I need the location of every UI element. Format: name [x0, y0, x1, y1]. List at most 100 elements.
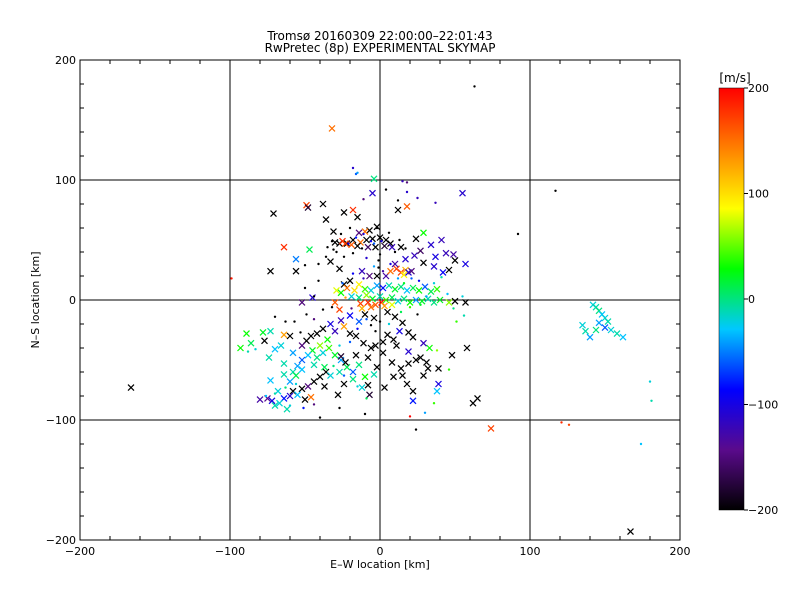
data-point-dot — [351, 252, 355, 255]
data-point-dot — [408, 306, 412, 309]
data-point-cross — [298, 298, 306, 306]
data-point-dot — [396, 199, 400, 202]
data-point-cross — [412, 235, 420, 243]
chart-subtitle: RwPretec (8p) EXPERIMENTAL SKYMAP — [265, 41, 496, 55]
data-point-cross — [409, 397, 417, 405]
data-point-cross — [438, 236, 445, 244]
data-point-cross — [337, 289, 345, 297]
data-point-cross — [420, 372, 427, 380]
data-point-cross — [405, 348, 412, 356]
data-point-dot — [356, 385, 359, 388]
data-point-cross — [366, 272, 373, 280]
colorbar-tick-label: 100 — [748, 188, 769, 201]
data-point-cross — [406, 298, 414, 306]
data-point-cross — [313, 330, 321, 338]
data-point-cross — [439, 268, 447, 276]
colorbar-tick-label: −200 — [748, 504, 778, 517]
data-point-cross — [394, 297, 402, 305]
data-point-cross — [316, 342, 324, 350]
data-point-dot — [369, 324, 373, 327]
data-point-cross — [271, 402, 279, 410]
data-point-cross — [348, 292, 355, 300]
data-point-dot — [369, 240, 373, 243]
grid-lines — [80, 60, 680, 540]
y-axis-label: N–S location [km] — [29, 251, 42, 348]
data-point-dot — [356, 327, 359, 330]
data-point-cross — [442, 249, 450, 257]
data-point-dot — [432, 402, 436, 405]
x-axis-label: E–W location [km] — [330, 558, 430, 571]
data-point-cross — [420, 259, 427, 267]
data-point-cross — [286, 392, 294, 400]
data-point-dot — [230, 277, 233, 280]
data-point-cross — [307, 393, 315, 401]
data-point-dot — [402, 282, 406, 285]
data-point-cross — [582, 327, 589, 335]
data-point-cross — [448, 351, 456, 359]
data-point-cross — [280, 370, 288, 378]
data-point-dot — [419, 303, 422, 306]
data-point-cross — [388, 294, 396, 302]
data-point-cross — [613, 330, 621, 338]
data-point-cross — [304, 351, 312, 359]
data-point-cross — [370, 370, 378, 378]
data-point-cross — [343, 363, 351, 371]
colorbar-tick-label: −100 — [748, 399, 778, 412]
data-point-cross — [337, 352, 345, 360]
data-point-dot — [447, 368, 451, 371]
data-point-cross — [331, 327, 339, 335]
data-point-cross — [349, 375, 357, 383]
data-point-cross — [387, 267, 394, 275]
data-point-cross — [265, 354, 273, 362]
data-point-dot — [338, 406, 341, 410]
data-point-cross — [276, 399, 283, 407]
data-point-cross — [286, 332, 294, 340]
data-point-cross — [607, 326, 615, 334]
data-point-dot — [381, 270, 385, 273]
data-point-cross — [627, 528, 634, 536]
data-point-cross — [396, 327, 403, 335]
x-tick-label: 0 — [377, 545, 384, 558]
data-point-cross — [379, 338, 387, 346]
y-tick-label: −200 — [46, 534, 76, 547]
data-point-cross — [358, 267, 366, 275]
data-point-cross — [369, 189, 376, 197]
data-point-dot — [273, 392, 277, 395]
data-point-cross — [127, 384, 135, 392]
data-point-dot — [330, 306, 334, 309]
data-point-cross — [403, 286, 411, 294]
data-point-cross — [340, 208, 348, 216]
data-point-cross — [403, 202, 411, 210]
data-point-dot — [348, 340, 352, 344]
data-point-cross — [391, 260, 399, 268]
data-point-dot — [339, 232, 343, 236]
data-point-cross — [373, 282, 381, 290]
data-point-cross — [271, 345, 279, 353]
colorbar — [718, 87, 745, 511]
data-point-cross — [402, 255, 409, 263]
data-point-dot — [299, 331, 302, 334]
data-point-cross — [604, 318, 612, 326]
data-point-cross — [412, 296, 420, 304]
data-point-cross — [384, 308, 391, 316]
data-point-dot — [321, 308, 325, 311]
data-point-dot — [341, 282, 344, 285]
data-point-cross — [319, 200, 327, 208]
data-point-cross — [304, 382, 312, 390]
data-point-cross — [619, 333, 627, 341]
data-point-dot — [362, 232, 365, 236]
data-point-cross — [382, 296, 390, 304]
y-tick-label: 200 — [55, 54, 76, 67]
data-point-cross — [463, 344, 471, 352]
y-tick-label: 100 — [55, 174, 76, 187]
data-point-cross — [294, 391, 301, 399]
data-point-cross — [319, 349, 327, 357]
data-point-dot — [318, 416, 322, 419]
data-point-cross — [294, 362, 301, 370]
data-point-cross — [421, 283, 429, 291]
data-point-cross — [469, 399, 477, 407]
data-point-dot — [342, 374, 346, 377]
data-point-cross — [321, 382, 328, 390]
data-point-dot — [389, 262, 392, 266]
